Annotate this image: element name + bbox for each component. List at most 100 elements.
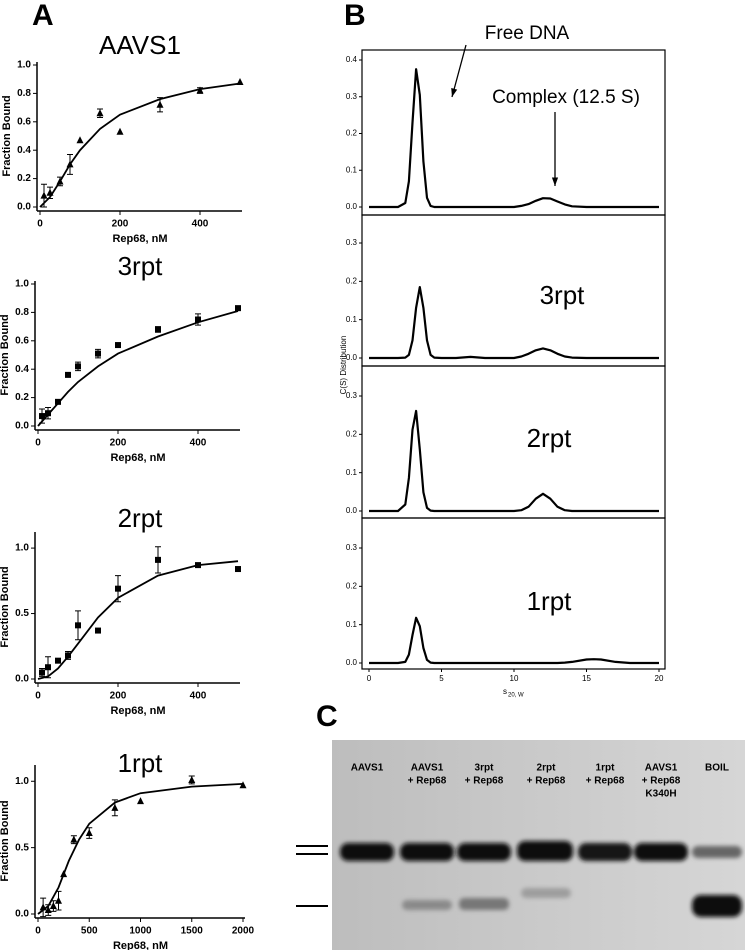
- data-point: [115, 342, 121, 349]
- annotation: Free DNA: [485, 23, 570, 44]
- data-point: [155, 326, 161, 333]
- x-tick-label: 500: [81, 926, 98, 937]
- band: [402, 900, 452, 910]
- lane-label: + Rep68: [586, 776, 625, 787]
- y-tick-label: 0.2: [346, 129, 358, 138]
- y-tick-label: 0.6: [17, 116, 31, 127]
- chart-title: 2rpt: [527, 423, 573, 453]
- panel-frame: [361, 214, 666, 367]
- y-axis-label: Fraction Bound: [0, 566, 11, 647]
- y-tick-label: 0.6: [15, 335, 29, 346]
- y-tick-label: 0.3: [346, 92, 358, 101]
- lane-labels: AAVS1 AAVS1 + Rep68 3rpt + Rep68 2rpt + Rep68 1…: [351, 763, 729, 800]
- panel-label: A: [32, 0, 54, 32]
- band: [457, 843, 511, 861]
- lane-label: 3rpt: [475, 763, 495, 774]
- data-point: [188, 775, 196, 783]
- chart-title: 1rpt: [527, 586, 573, 616]
- band: [692, 846, 742, 858]
- lane-label: K340H: [645, 789, 676, 800]
- x-tick-label: 400: [190, 438, 207, 449]
- y-tick-label: 0.0: [346, 353, 358, 362]
- y-tick-label: 0.2: [346, 276, 358, 285]
- distribution-curve: [369, 409, 659, 513]
- x-tick-label: 0: [35, 438, 41, 449]
- data-point: [56, 177, 64, 185]
- y-axis-label: Fraction Bound: [0, 314, 11, 395]
- lane-label: + Rep68: [408, 776, 447, 787]
- x-axis-label: Rep68, nM: [112, 233, 167, 245]
- y-tick-label: 0.1: [346, 165, 358, 174]
- x-axis-label: s: [503, 687, 507, 696]
- y-tick-label: 0.2: [17, 173, 31, 184]
- x-axis-label: Rep68, nM: [110, 452, 165, 464]
- y-tick-label: 0.0: [15, 421, 29, 432]
- band: [517, 841, 573, 861]
- x-tick-label: 15: [582, 674, 591, 683]
- x-axis-label: Rep68, nM: [110, 705, 165, 717]
- x-tick-label: 10: [510, 674, 519, 683]
- y-tick-label: 0.5: [15, 842, 29, 853]
- data-point: [60, 870, 68, 878]
- data-point: [49, 902, 57, 910]
- y-tick-label: 0.0: [15, 909, 29, 920]
- data-point: [156, 100, 164, 108]
- data-point: [235, 566, 241, 573]
- data-point: [235, 305, 241, 312]
- y-tick-label: 0.0: [346, 506, 358, 515]
- data-point: [111, 803, 119, 811]
- panel-label: B: [344, 0, 366, 32]
- x-tick-label: 200: [112, 219, 129, 230]
- data-point: [239, 781, 247, 789]
- lane-label: 1rpt: [596, 763, 616, 774]
- data-point: [55, 896, 62, 904]
- data-point: [85, 829, 93, 837]
- y-tick-label: 0.0: [15, 674, 29, 685]
- x-tick-label: 2000: [232, 926, 255, 937]
- data-point: [45, 410, 51, 417]
- data-point: [44, 906, 52, 914]
- lane-label: AAVS1: [351, 763, 384, 774]
- x-tick-label: 5: [439, 674, 444, 683]
- y-tick-label: 0.3: [346, 238, 358, 247]
- data-point: [195, 562, 201, 569]
- data-point: [65, 371, 71, 378]
- data-point: [75, 363, 81, 370]
- data-point: [137, 797, 144, 805]
- x-tick-label: 0: [35, 691, 41, 702]
- chart-title: 2rpt: [118, 503, 164, 533]
- y-tick-label: 1.0: [15, 776, 29, 787]
- y-tick-label: 0.8: [17, 88, 31, 99]
- y-tick-label: 0.0: [346, 202, 358, 211]
- y-tick-label: 0.5: [15, 608, 29, 619]
- y-axis-label: Fraction Bound: [1, 95, 13, 176]
- data-point: [39, 669, 45, 676]
- x-axis-label: Rep68, nM: [113, 940, 168, 950]
- distribution-curve: [369, 286, 659, 360]
- chart-title: 3rpt: [540, 280, 586, 310]
- data-point: [76, 136, 84, 144]
- data-point: [95, 350, 101, 357]
- y-tick-label: 0.2: [346, 581, 358, 590]
- data-point: [95, 627, 101, 634]
- x-axis-label-subscript: 20, W: [508, 693, 524, 699]
- lane-label: AAVS1: [645, 763, 678, 774]
- x-tick-label: 200: [110, 438, 127, 449]
- y-tick-label: 0.8: [15, 307, 29, 318]
- data-point: [66, 160, 74, 168]
- band: [692, 895, 742, 917]
- y-tick-label: 0.4: [15, 364, 29, 375]
- lane-label: + Rep68: [465, 776, 504, 787]
- x-tick-label: 20: [655, 674, 664, 683]
- data-point: [40, 191, 48, 199]
- x-tick-label: 0: [367, 674, 372, 683]
- y-tick-label: 1.0: [17, 60, 31, 71]
- band: [400, 843, 454, 861]
- data-point: [45, 664, 51, 671]
- y-tick-label: 0.3: [346, 543, 358, 552]
- y-tick-label: 1.0: [15, 279, 29, 290]
- chart-title: 3rpt: [118, 251, 164, 281]
- band: [578, 843, 632, 861]
